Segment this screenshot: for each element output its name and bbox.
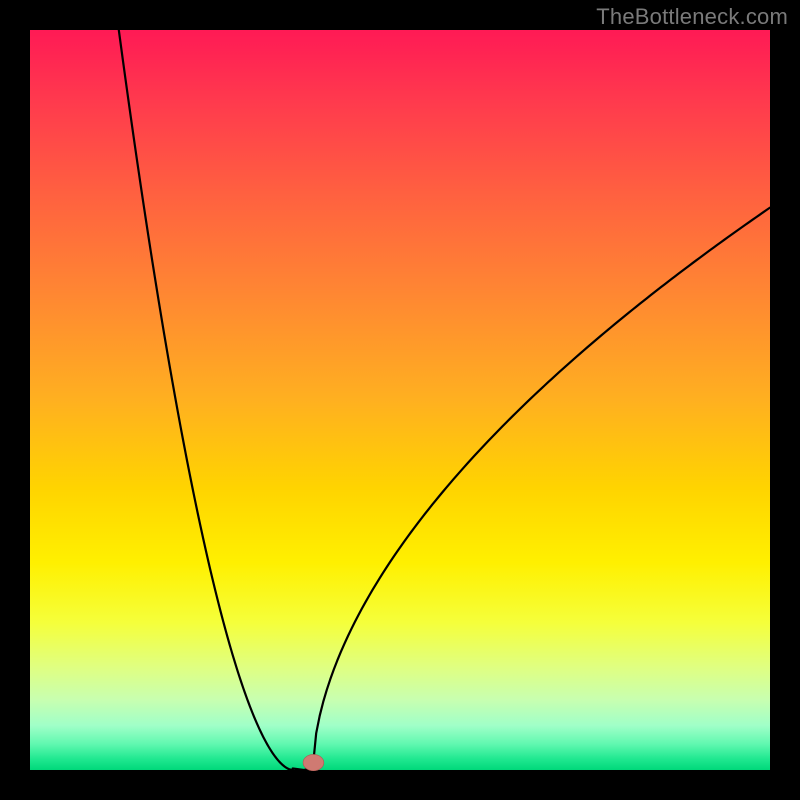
- chart-svg: [0, 0, 800, 800]
- bottleneck-chart: TheBottleneck.com: [0, 0, 800, 800]
- vertex-marker: [303, 754, 324, 770]
- gradient-background: [30, 30, 770, 770]
